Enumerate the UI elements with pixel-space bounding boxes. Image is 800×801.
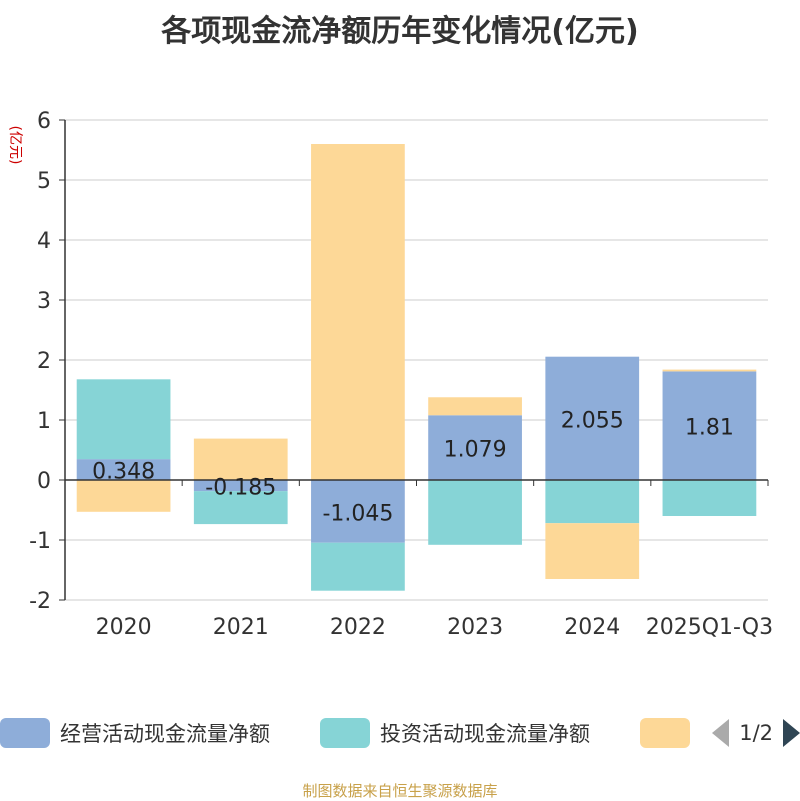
legend-swatch <box>0 718 50 748</box>
bar <box>193 491 288 525</box>
legend-item-investing[interactable]: 投资活动现金流量净额 <box>320 718 590 748</box>
legend-label: 投资活动现金流量净额 <box>380 722 590 746</box>
bar <box>662 369 757 372</box>
bar <box>76 480 171 512</box>
bar <box>662 371 757 480</box>
data-label: 1.81 <box>685 416 734 441</box>
bar <box>428 480 522 545</box>
y-tick-label: 3 <box>37 289 51 314</box>
bar <box>76 379 171 460</box>
legend-item-operating[interactable]: 经营活动现金流量净额 <box>0 718 270 748</box>
y-tick-label: -1 <box>29 529 51 554</box>
y-tick-label: 6 <box>37 109 51 134</box>
bar <box>76 459 171 480</box>
x-tick-label: 2024 <box>564 615 620 640</box>
legend-label: 经营活动现金流量净额 <box>60 722 270 746</box>
legend-item-financing[interactable] <box>640 718 700 748</box>
y-tick-label: 1 <box>37 409 51 434</box>
legend-pager: 1/2 <box>712 718 800 748</box>
stacked-bar-chart: -2 -1 0 1 2 3 4 5 6 2020 2021 2022 2023 2024 2025Q1-Q3… <box>7 109 773 640</box>
bar <box>311 542 405 591</box>
x-tick-label: 2020 <box>96 615 152 640</box>
x-tick-label: 2022 <box>330 615 386 640</box>
legend-swatch <box>320 718 370 748</box>
bar <box>428 397 522 416</box>
pager-text: 1/2 <box>739 721 773 745</box>
pager-prev-icon[interactable] <box>712 719 730 747</box>
legend-swatch <box>640 718 690 748</box>
legend: 经营活动现金流量净额 投资活动现金流量净额 1/2 <box>0 712 800 756</box>
bars <box>76 144 757 591</box>
gridlines <box>65 119 768 601</box>
bar <box>193 438 288 480</box>
y-tick-label: 5 <box>37 169 51 194</box>
bar <box>311 144 405 480</box>
y-tick-label: 4 <box>37 229 51 254</box>
bar <box>428 415 522 480</box>
bar <box>545 356 640 480</box>
x-tick-label: 2025Q1-Q3 <box>646 615 773 640</box>
data-label: 1.079 <box>444 438 507 463</box>
data-labels: 0.348 -0.185 -1.045 1.079 2.055 1.81 <box>92 408 734 526</box>
y-tick-label: 2 <box>37 349 51 374</box>
y-axis-label: (亿元) <box>7 126 23 165</box>
bar <box>545 480 640 524</box>
pager-next-icon[interactable] <box>783 719 800 747</box>
axes: -2 -1 0 1 2 3 4 5 6 2020 2021 2022 2023 2024 2025Q1-Q3 <box>29 109 773 640</box>
bar <box>545 523 640 579</box>
bar <box>662 480 757 516</box>
x-tick-label: 2023 <box>447 615 503 640</box>
bar <box>193 480 288 492</box>
source-note: 制图数据来自恒生聚源数据库 <box>302 782 498 800</box>
data-label: -0.185 <box>205 476 276 501</box>
bar <box>311 480 405 543</box>
chart-title: 各项现金流净额历年变化情况(亿元) <box>161 14 639 49</box>
data-label: 0.348 <box>92 460 155 485</box>
data-label: 2.055 <box>561 408 624 433</box>
data-label: -1.045 <box>322 501 393 526</box>
y-tick-label: -2 <box>29 589 51 614</box>
x-tick-label: 2021 <box>213 615 269 640</box>
y-tick-label: 0 <box>37 469 51 494</box>
